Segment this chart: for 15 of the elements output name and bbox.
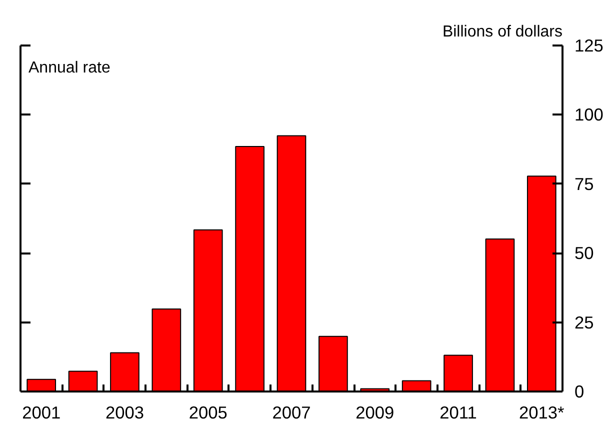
y-tick-label: 0 (574, 382, 584, 402)
y-tick-label: 75 (574, 174, 594, 194)
y-tick-label: 125 (574, 36, 604, 56)
y-tick-label: 25 (574, 312, 594, 332)
y-tick-label: 50 (574, 243, 594, 264)
x-tick-label: 2007 (272, 402, 311, 422)
annotation: Annual rate (28, 60, 110, 76)
x-tick-label: 2011 (440, 402, 477, 422)
y-tick-label: 100 (574, 104, 604, 125)
x-tick-label: 2003 (105, 402, 144, 422)
x-tick-label: 2013* (519, 402, 565, 422)
x-tick-label: 2005 (188, 402, 228, 422)
y-axis-title: Billions of dollars (442, 24, 563, 40)
x-tick-label: 2001 (22, 402, 61, 422)
x-tick-label: 2009 (356, 402, 394, 422)
